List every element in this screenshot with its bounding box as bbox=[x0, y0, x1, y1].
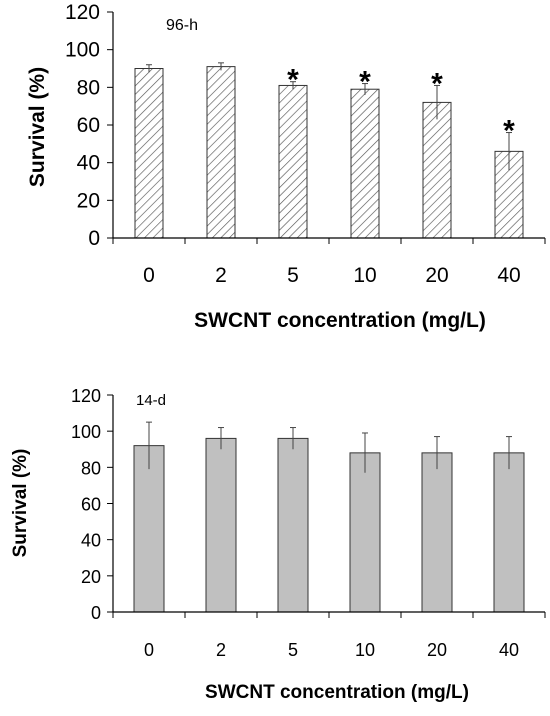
bar-14d-2 bbox=[277, 437, 309, 613]
bar-96h-4 bbox=[422, 101, 452, 239]
y-tick-label-96h-2: 40 bbox=[77, 152, 100, 175]
y-tick-label-96h-4: 80 bbox=[77, 76, 100, 99]
x-axis-title-96h: SWCNT concentration (mg/L) bbox=[194, 309, 486, 332]
x-axis-title-14d: SWCNT concentration (mg/L) bbox=[205, 682, 469, 703]
y-tick-label-14d-3: 60 bbox=[81, 495, 101, 515]
bar-14d-4 bbox=[421, 452, 453, 613]
y-tick-label-96h-6: 120 bbox=[65, 1, 100, 24]
y-axis-title-96h: Survival (%) bbox=[26, 67, 49, 187]
x-tick-label-96h-4: 20 bbox=[425, 264, 448, 287]
y-tick-label-96h-3: 60 bbox=[77, 114, 100, 137]
bar-14d-1 bbox=[205, 437, 237, 613]
panel-label-14d: 14-d bbox=[136, 392, 166, 409]
x-tick-label-14d-4: 20 bbox=[427, 640, 447, 660]
y-tick-label-14d-5: 100 bbox=[71, 422, 101, 442]
bar-96h-1 bbox=[206, 66, 236, 239]
y-axis-title-14d: Survival (%) bbox=[10, 449, 31, 558]
bar-14d-0 bbox=[133, 445, 165, 613]
bar-14d-3 bbox=[349, 452, 381, 613]
x-tick-label-14d-3: 10 bbox=[355, 640, 375, 660]
bar-96h-0 bbox=[134, 68, 164, 239]
x-tick-label-14d-5: 40 bbox=[499, 640, 519, 660]
x-tick-label-96h-2: 5 bbox=[287, 264, 299, 287]
y-tick-label-14d-4: 80 bbox=[81, 458, 101, 478]
y-tick-label-96h-1: 20 bbox=[77, 189, 100, 212]
significance-marker-96h-2: * bbox=[287, 64, 299, 97]
x-tick-label-96h-1: 2 bbox=[215, 264, 227, 287]
significance-marker-96h-3: * bbox=[359, 66, 371, 99]
x-tick-label-96h-3: 10 bbox=[353, 264, 376, 287]
x-tick-label-14d-0: 0 bbox=[144, 640, 154, 660]
chart-14d: 14-d Survival (%) SWCNT concentration (m… bbox=[10, 386, 546, 703]
x-tick-label-96h-0: 0 bbox=[143, 264, 155, 287]
significance-marker-96h-5: * bbox=[503, 115, 515, 148]
x-tick-label-14d-1: 2 bbox=[216, 640, 226, 660]
y-tick-label-14d-6: 120 bbox=[71, 386, 101, 406]
y-tick-label-14d-0: 0 bbox=[91, 603, 101, 623]
significance-marker-96h-4: * bbox=[431, 67, 443, 100]
x-tick-label-96h-5: 40 bbox=[497, 264, 520, 287]
y-tick-label-14d-1: 20 bbox=[81, 567, 101, 587]
bar-96h-3 bbox=[350, 88, 380, 239]
bar-14d-5 bbox=[493, 452, 525, 613]
panel-label-96h: 96-h bbox=[166, 17, 198, 34]
chart-96h: 96-h Survival (%) SWCNT concentration (m… bbox=[26, 1, 546, 332]
x-tick-label-14d-2: 5 bbox=[288, 640, 298, 660]
y-tick-label-96h-5: 100 bbox=[65, 39, 100, 62]
y-tick-label-14d-2: 40 bbox=[81, 531, 101, 551]
y-tick-label-96h-0: 0 bbox=[88, 227, 100, 250]
bar-96h-2 bbox=[278, 84, 308, 239]
